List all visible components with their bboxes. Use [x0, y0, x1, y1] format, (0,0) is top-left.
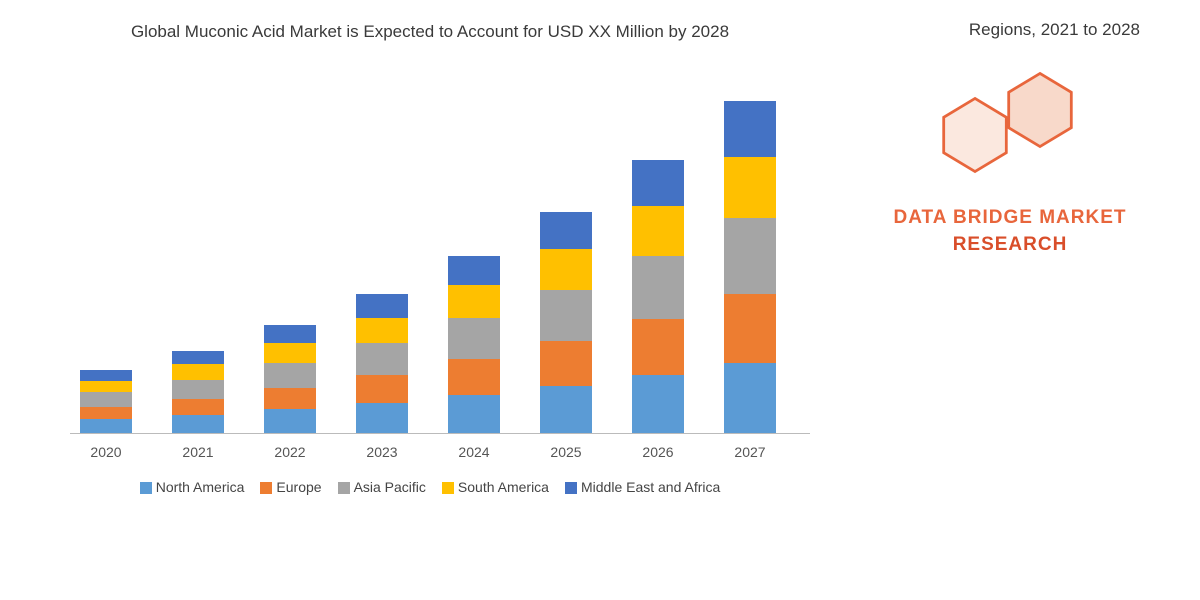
- bar-segment: [724, 218, 776, 295]
- bar-segment: [356, 343, 408, 375]
- bar-segment: [356, 294, 408, 317]
- chart-title: Global Muconic Acid Market is Expected t…: [60, 20, 800, 44]
- legend-swatch: [140, 482, 152, 494]
- bar-segment: [448, 285, 500, 317]
- legend-label: Middle East and Africa: [581, 479, 720, 495]
- legend-item: Asia Pacific: [338, 479, 426, 495]
- chart-legend: North America Europe Asia Pacific South Ame…: [60, 479, 800, 495]
- hexagon-icon: [930, 70, 1090, 190]
- x-axis-label: 2024: [448, 444, 500, 460]
- x-axis-label: 2022: [264, 444, 316, 460]
- brand-line-2: RESEARCH: [894, 232, 1127, 259]
- bar-segment: [448, 318, 500, 359]
- chart-panel: Global Muconic Acid Market is Expected t…: [0, 0, 820, 600]
- bar-segment: [448, 256, 500, 286]
- x-axis-label: 2020: [80, 444, 132, 460]
- legend-label: Asia Pacific: [354, 479, 426, 495]
- x-axis-labels: 2020 2021 2022 2023 2024 2025 2026 2027: [70, 439, 810, 464]
- bar-column: [80, 370, 132, 433]
- legend-label: South America: [458, 479, 549, 495]
- bar-segment: [264, 363, 316, 388]
- bar-segment: [540, 341, 592, 386]
- bar-segment: [264, 388, 316, 410]
- bar-segment: [80, 381, 132, 393]
- bar-segment: [80, 407, 132, 420]
- bar-column: [264, 325, 316, 433]
- bar-segment: [724, 363, 776, 433]
- bar-segment: [724, 101, 776, 157]
- bar-segment: [724, 157, 776, 218]
- legend-item: Middle East and Africa: [565, 479, 720, 495]
- bar-column: [172, 351, 224, 433]
- bar-segment: [632, 206, 684, 256]
- bar-column: [356, 294, 408, 433]
- bar-segment: [632, 375, 684, 433]
- bar-segment: [448, 359, 500, 395]
- x-axis-label: 2023: [356, 444, 408, 460]
- bar-segment: [264, 343, 316, 363]
- brand-text: DATA BRIDGE MARKET RESEARCH: [894, 205, 1127, 258]
- chart-area: 2020 2021 2022 2023 2024 2025 2026 2027: [70, 64, 810, 464]
- bar-segment: [80, 392, 132, 406]
- bar-column: [724, 101, 776, 433]
- legend-label: North America: [156, 479, 245, 495]
- bar-segment: [448, 395, 500, 433]
- x-axis-label: 2025: [540, 444, 592, 460]
- bar-segment: [632, 256, 684, 319]
- legend-item: South America: [442, 479, 549, 495]
- bar-segment: [172, 399, 224, 415]
- legend-swatch: [442, 482, 454, 494]
- bar-segment: [264, 325, 316, 343]
- chart-plot: [70, 74, 810, 434]
- bar-segment: [724, 294, 776, 362]
- bar-segment: [356, 318, 408, 343]
- bar-segment: [540, 249, 592, 290]
- bar-segment: [172, 351, 224, 365]
- x-axis-label: 2026: [632, 444, 684, 460]
- brand-line-1: DATA BRIDGE MARKET: [894, 205, 1127, 232]
- legend-swatch: [260, 482, 272, 494]
- legend-swatch: [338, 482, 350, 494]
- x-axis-label: 2021: [172, 444, 224, 460]
- bar-column: [632, 160, 684, 433]
- bar-segment: [632, 319, 684, 375]
- bar-segment: [172, 380, 224, 399]
- bar-segment: [356, 403, 408, 433]
- bar-segment: [632, 160, 684, 206]
- bar-segment: [80, 419, 132, 433]
- bar-segment: [264, 409, 316, 432]
- bar-segment: [540, 212, 592, 249]
- brand-logo: DATA BRIDGE MARKET RESEARCH: [840, 70, 1180, 258]
- bar-segment: [540, 386, 592, 433]
- bar-column: [540, 212, 592, 432]
- legend-label: Europe: [276, 479, 321, 495]
- regions-title: Regions, 2021 to 2028: [840, 20, 1180, 40]
- bar-segment: [80, 370, 132, 381]
- legend-item: North America: [140, 479, 245, 495]
- info-panel: Regions, 2021 to 2028 DATA BRIDGE MARKET…: [820, 0, 1200, 600]
- bar-segment: [172, 415, 224, 433]
- bar-segment: [172, 364, 224, 379]
- bar-column: [448, 256, 500, 433]
- legend-item: Europe: [260, 479, 321, 495]
- x-axis-label: 2027: [724, 444, 776, 460]
- bar-segment: [540, 290, 592, 341]
- bar-segment: [356, 375, 408, 403]
- legend-swatch: [565, 482, 577, 494]
